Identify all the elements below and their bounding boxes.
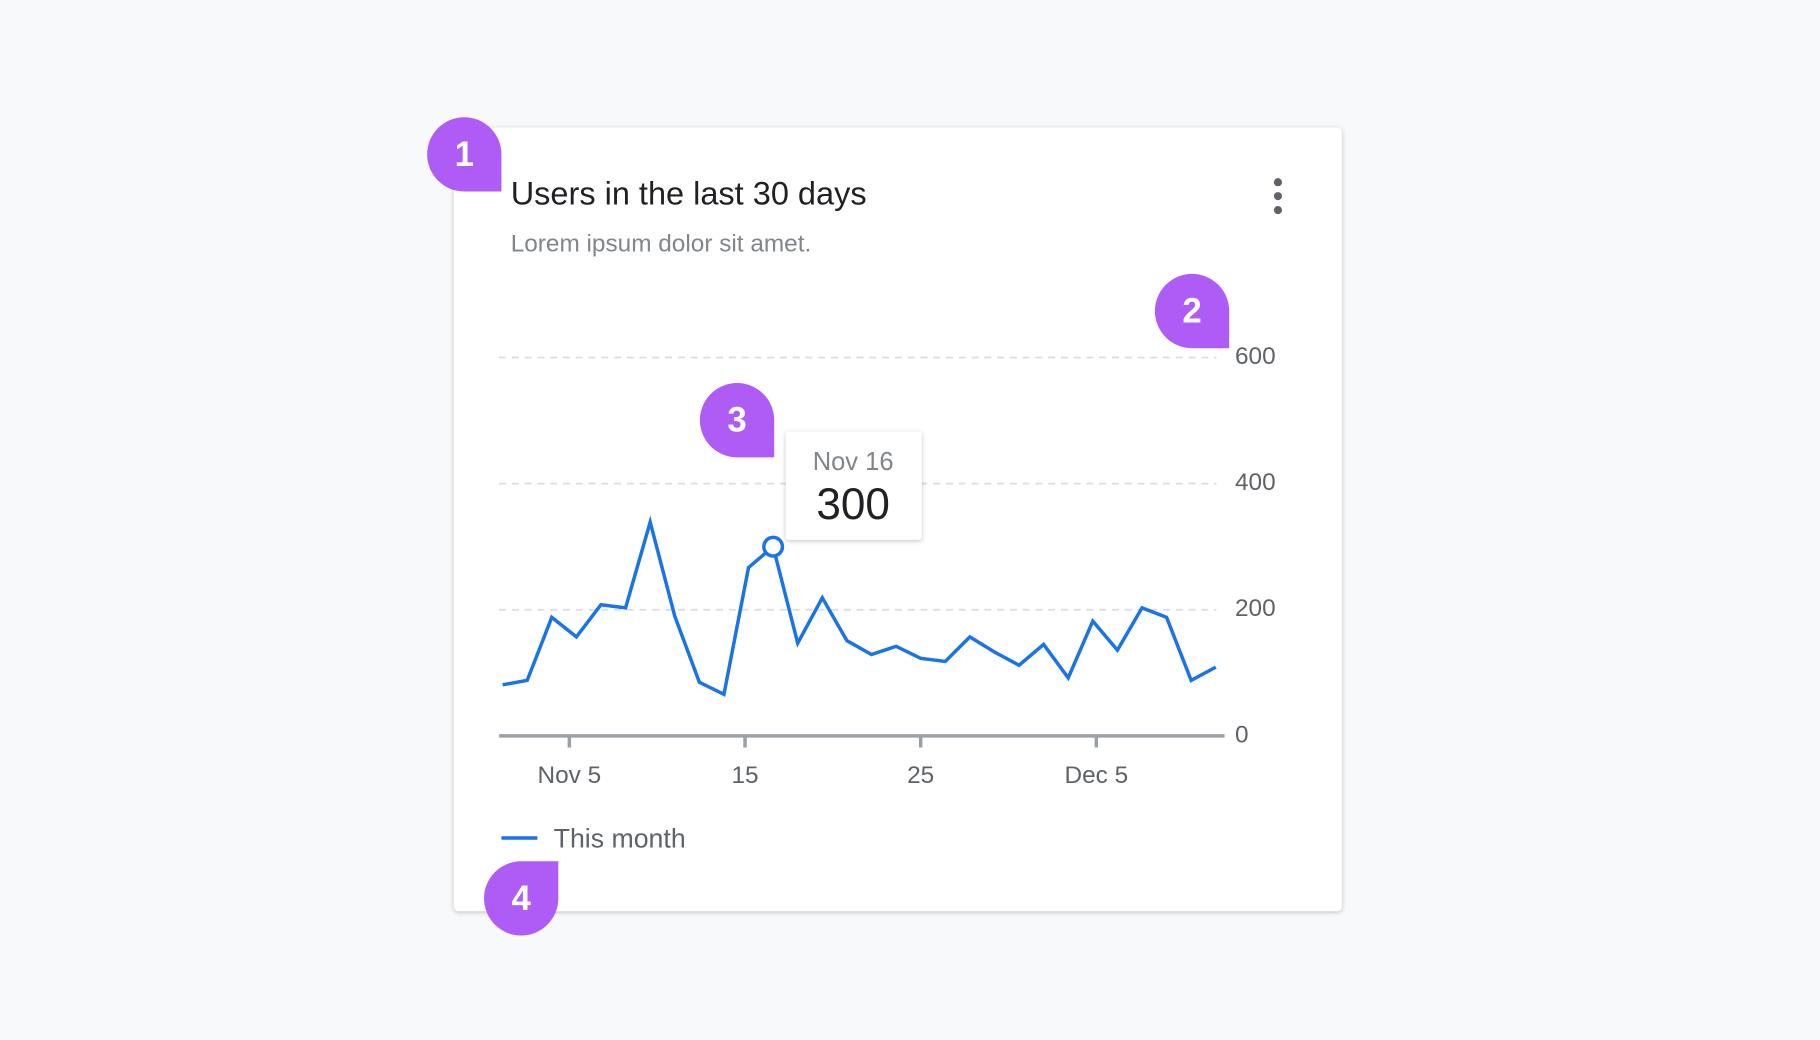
- legend-label: This month: [554, 823, 686, 853]
- annotation-number: 4: [511, 879, 531, 918]
- annotation-number: 2: [1182, 292, 1201, 331]
- y-tick-label: 200: [1235, 595, 1276, 622]
- y-tick-label: 400: [1235, 469, 1276, 496]
- x-tick-label: 25: [907, 762, 934, 789]
- chart-subtitle: Lorem ipsum dolor sit amet.: [511, 230, 812, 257]
- x-tick-label: 15: [731, 762, 758, 789]
- chart-title: Users in the last 30 days: [511, 176, 867, 212]
- y-tick-label: 600: [1235, 343, 1276, 370]
- y-tick-label: 0: [1235, 721, 1249, 748]
- more-menu[interactable]: [1273, 178, 1283, 215]
- x-tick-label: Nov 5: [538, 762, 602, 789]
- line-series: [502, 515, 1217, 697]
- tooltip-value: 300: [816, 480, 890, 529]
- annotation-badge: [699, 383, 775, 458]
- annotation-number: 3: [727, 401, 746, 440]
- annotation-badge: [1154, 273, 1230, 349]
- annotation-badge: [484, 861, 559, 936]
- hover-point: [762, 535, 785, 558]
- x-tick-label: Dec 5: [1065, 762, 1129, 789]
- tooltip-date: Nov 16: [813, 448, 894, 476]
- tooltip-box: [785, 431, 922, 540]
- annotation-number: 1: [455, 135, 474, 174]
- annotation-badge: [427, 117, 502, 192]
